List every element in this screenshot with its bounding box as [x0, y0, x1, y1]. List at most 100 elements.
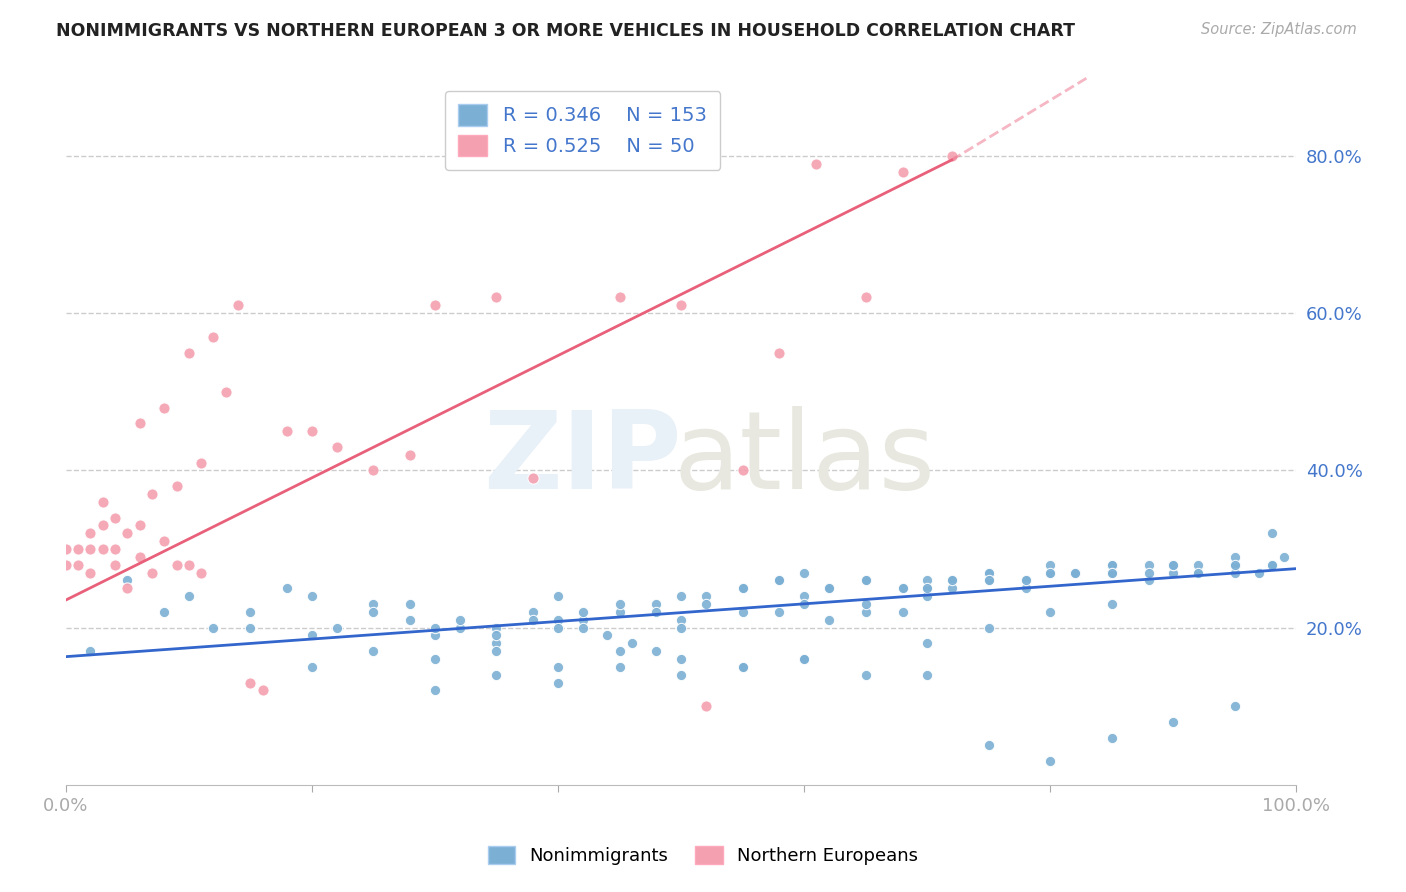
Point [1161, 558, 1184, 572]
Point [276, 424, 298, 438]
Point [669, 589, 692, 603]
Point [1187, 558, 1209, 572]
Point [79, 566, 101, 580]
Point [977, 574, 1000, 588]
Point [67, 541, 90, 556]
Point [325, 440, 347, 454]
Point [731, 660, 754, 674]
Point [55, 558, 77, 572]
Point [609, 597, 631, 611]
Point [731, 605, 754, 619]
Point [239, 621, 262, 635]
Point [67, 558, 90, 572]
Point [977, 621, 1000, 635]
Point [1101, 558, 1123, 572]
Point [731, 582, 754, 596]
Point [855, 291, 877, 305]
Point [215, 384, 238, 399]
Point [423, 298, 446, 312]
Point [695, 589, 717, 603]
Point [363, 605, 385, 619]
Point [855, 574, 877, 588]
Point [891, 165, 914, 179]
Point [485, 628, 508, 642]
Point [423, 621, 446, 635]
Point [1039, 558, 1062, 572]
Point [1260, 558, 1282, 572]
Point [1137, 566, 1160, 580]
Point [1101, 558, 1123, 572]
Point [91, 541, 114, 556]
Point [239, 605, 262, 619]
Point [301, 589, 323, 603]
Point [695, 597, 717, 611]
Point [1014, 574, 1036, 588]
Point [1137, 574, 1160, 588]
Point [485, 621, 508, 635]
Point [202, 330, 225, 344]
Point [571, 605, 593, 619]
Point [915, 582, 938, 596]
Point [571, 621, 593, 635]
Point [1039, 605, 1062, 619]
Point [695, 699, 717, 714]
Point [449, 613, 471, 627]
Point [117, 526, 139, 541]
Point [915, 589, 938, 603]
Point [301, 424, 323, 438]
Point [669, 667, 692, 681]
Point [522, 605, 544, 619]
Point [104, 541, 127, 556]
Point [423, 683, 446, 698]
Point [1187, 566, 1209, 580]
Point [547, 675, 569, 690]
Point [915, 574, 938, 588]
Point [855, 597, 877, 611]
Point [855, 667, 877, 681]
Point [325, 621, 347, 635]
Point [817, 613, 839, 627]
Point [177, 558, 200, 572]
Point [609, 291, 631, 305]
Point [768, 574, 790, 588]
Text: NONIMMIGRANTS VS NORTHERN EUROPEAN 3 OR MORE VEHICLES IN HOUSEHOLD CORRELATION C: NONIMMIGRANTS VS NORTHERN EUROPEAN 3 OR … [56, 22, 1076, 40]
Point [891, 582, 914, 596]
Point [522, 613, 544, 627]
Point [177, 589, 200, 603]
Point [1249, 566, 1271, 580]
Point [891, 582, 914, 596]
Point [1014, 574, 1036, 588]
Point [1039, 566, 1062, 580]
Point [141, 487, 163, 501]
Point [793, 566, 815, 580]
Point [731, 582, 754, 596]
Point [301, 628, 323, 642]
Point [91, 518, 114, 533]
Point [941, 149, 963, 163]
Point [620, 636, 643, 650]
Point [547, 589, 569, 603]
Point [276, 582, 298, 596]
Point [485, 667, 508, 681]
Point [1063, 566, 1085, 580]
Point [768, 345, 790, 359]
Point [1223, 549, 1246, 564]
Point [609, 605, 631, 619]
Point [1223, 566, 1246, 580]
Point [977, 574, 1000, 588]
Point [915, 636, 938, 650]
Point [941, 582, 963, 596]
Point [190, 456, 212, 470]
Point [485, 291, 508, 305]
Point [399, 613, 422, 627]
Point [669, 621, 692, 635]
Point [1223, 558, 1246, 572]
Point [363, 463, 385, 477]
Point [645, 597, 668, 611]
Point [1161, 558, 1184, 572]
Point [1187, 566, 1209, 580]
Point [79, 644, 101, 658]
Point [449, 621, 471, 635]
Point [423, 628, 446, 642]
Point [252, 683, 274, 698]
